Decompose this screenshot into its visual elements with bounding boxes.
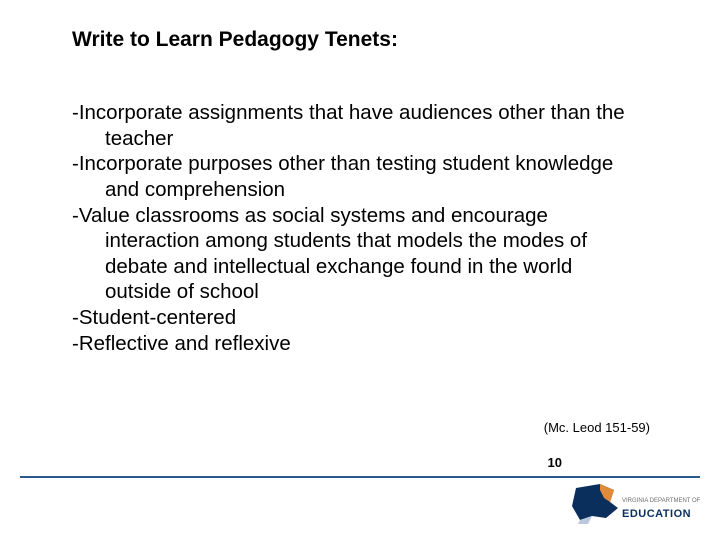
tenet-item: -Incorporate purposes other than testing… [72, 151, 642, 202]
tenet-item: -Reflective and reflexive [72, 331, 642, 357]
citation: (Mc. Leod 151-59) [544, 420, 650, 435]
slide: Write to Learn Pedagogy Tenets: -Incorpo… [0, 0, 720, 540]
footer-divider [20, 476, 700, 478]
slide-title: Write to Learn Pedagogy Tenets: [72, 28, 398, 52]
logo-line2: EDUCATION [622, 508, 691, 520]
tenet-item: -Value classrooms as social systems and … [72, 203, 642, 306]
page-number: 10 [548, 455, 562, 470]
tenet-item: -Incorporate assignments that have audie… [72, 100, 642, 151]
tenet-item: -Student-centered [72, 305, 642, 331]
tenets-body: -Incorporate assignments that have audie… [72, 100, 642, 356]
vdoe-logo: VIRGINIA DEPARTMENT OF EDUCATION [570, 480, 700, 530]
logo-line1: VIRGINIA DEPARTMENT OF [622, 498, 700, 504]
